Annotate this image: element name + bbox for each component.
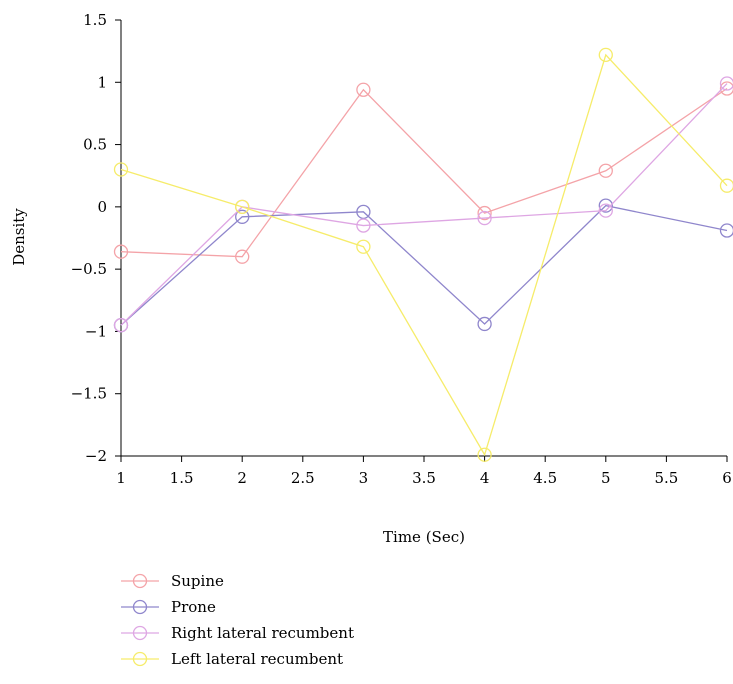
x-tick-label: 5 [601,469,611,487]
legend-swatch-marker [132,625,148,641]
data-point [477,316,492,332]
legend-item: Supine [121,572,224,590]
data-point [235,199,250,215]
x-tick-label: 5.5 [654,469,678,487]
x-tick-label: 4 [480,469,490,487]
data-point [113,244,129,259]
y-tick-label: 0 [97,198,107,216]
x-tick-label: 6 [722,469,732,487]
data-point [598,198,613,213]
data-point [356,82,371,97]
y-tick-label: −2 [85,447,107,465]
legend-label: Right lateral recumbent [171,624,354,642]
y-tick-label: −1 [85,322,107,340]
y-tick-label: −0.5 [71,260,107,278]
y-tick-label: 1 [97,73,107,91]
data-point [719,223,733,238]
data-point [477,447,492,462]
data-point [113,162,129,177]
data-point [356,239,371,254]
legend: Supine Prone Right lateral recumbent Left l… [121,572,354,668]
series-line [120,53,728,457]
data-point [598,47,613,63]
legend-item: Right lateral recumbent [121,624,354,642]
legend-swatch-marker [132,651,148,667]
y-tick-label: 0.5 [83,136,107,154]
legend-label: Supine [171,572,224,590]
x-tick-label: 2 [237,469,247,487]
series-3 [113,76,733,333]
legend-item: Prone [121,598,216,616]
data-point [235,209,250,224]
legend-item: Left lateral recumbent [121,650,343,668]
data-point [356,218,371,233]
data-point [719,178,733,193]
plot-area: 1.5 1 0.5 0 −0.5 −1 −1.5 −2 1 1.5 2 2.5 3 3.5 4 4.5 5 5.5… [71,11,732,487]
series-4 [113,47,733,462]
y-tick-label: 1.5 [83,11,107,29]
series-line [120,204,728,326]
x-axis-title: Time (Sec) [383,528,465,546]
series-1 [113,81,733,264]
legend-label: Left lateral recumbent [171,650,343,668]
x-tick-label: 3.5 [412,469,436,487]
data-point [719,81,733,96]
data-point [598,203,613,218]
legend-swatch-marker [132,573,148,589]
data-point [356,204,371,219]
x-tick-label: 3 [359,469,369,487]
data-point [235,249,250,264]
data-point [113,318,129,333]
data-point [719,76,733,91]
legend-label: Prone [171,598,216,616]
y-tick-label: −1.5 [71,385,107,403]
x-tick-label: 1 [116,469,126,487]
data-point [477,210,492,226]
series-layer [113,47,733,462]
series-2 [113,198,733,333]
x-tick-label: 2.5 [291,469,315,487]
x-tick-label: 4.5 [533,469,557,487]
y-axis-title: Density [10,208,28,266]
x-tick-label: 1.5 [170,469,194,487]
data-point [598,163,613,178]
data-point [477,205,492,221]
series-line [120,87,728,258]
legend-swatch-marker [132,599,148,615]
series-line [120,83,728,326]
